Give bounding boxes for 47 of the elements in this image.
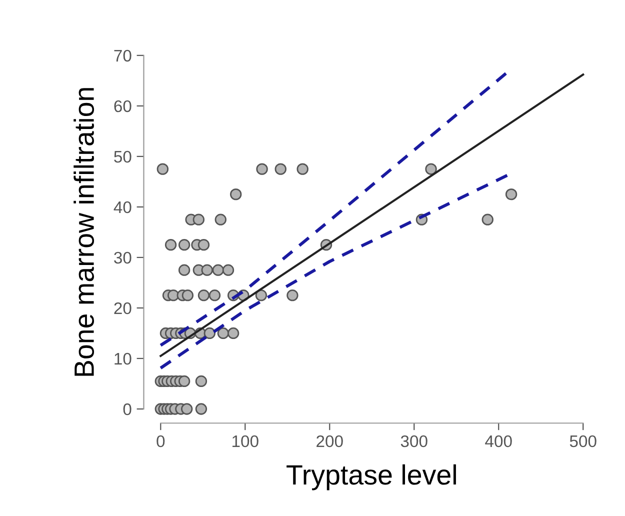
point [208,289,221,302]
y-tick-label: 20 [114,302,132,314]
y-tick-label: 0 [123,403,132,416]
point [167,289,180,302]
point [192,214,205,226]
point [296,163,308,175]
y-tick-label: 60 [114,100,132,112]
point [164,238,177,251]
y-axis-title: Bone marrow infiltration [74,88,94,376]
point [156,163,169,175]
point [255,289,268,302]
x-tick-label: 500 [570,435,596,448]
point [274,163,286,175]
point [230,188,242,200]
point [256,163,268,175]
y-tick-label: 30 [114,252,132,264]
y-tick-label: 50 [114,150,132,163]
x-tick-label: 100 [232,435,258,448]
point [505,188,518,200]
point [178,375,190,388]
x-tick-label: 300 [400,435,428,448]
point [425,163,437,175]
point [178,264,190,276]
x-tick-label: 400 [485,435,512,448]
point [201,264,213,276]
line-series [159,173,510,370]
point [195,403,208,415]
x-tick-label: 200 [316,435,343,448]
y-tick-label: 10 [114,352,132,365]
point [217,327,230,340]
point [198,238,210,251]
point [212,264,224,276]
point [180,403,193,415]
point [214,214,226,226]
point [286,289,298,302]
point [195,375,208,388]
point [204,327,216,340]
point [222,264,234,276]
y-tick-label: 70 [114,50,132,62]
point [198,289,210,302]
point [227,327,240,340]
point [178,238,190,251]
x-axis-title: Tryptase level [286,464,456,490]
x-tick-label: 0 [156,435,165,448]
y-tick-label: 40 [114,201,132,214]
point [182,289,194,302]
point [482,214,494,226]
